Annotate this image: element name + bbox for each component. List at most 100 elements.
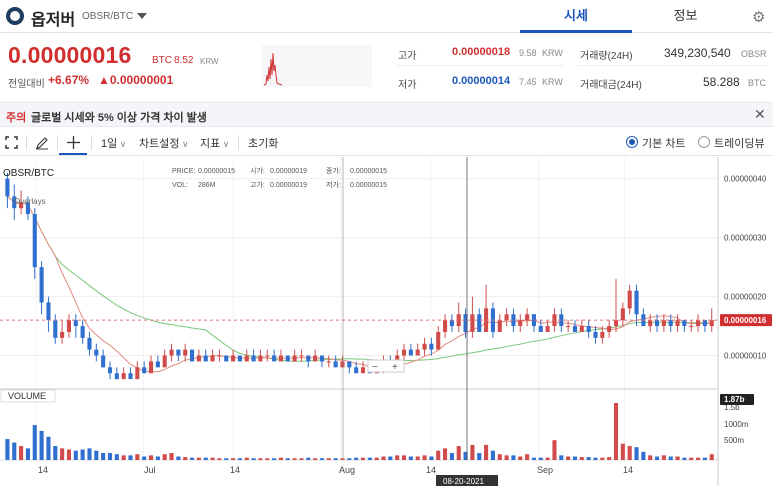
candle-body xyxy=(538,326,543,332)
volume-bar xyxy=(128,455,133,460)
amount-value: 58.288 xyxy=(703,75,740,89)
volume-bar xyxy=(224,458,229,460)
volume-bar xyxy=(675,456,680,460)
volume-bar xyxy=(148,455,154,460)
volume-bar xyxy=(135,454,140,460)
date-tick-label: 14 xyxy=(623,465,633,475)
chevron-down-icon[interactable] xyxy=(137,13,147,19)
candle-body xyxy=(189,349,195,362)
candle-body xyxy=(114,373,119,380)
moving-average-long xyxy=(7,195,712,362)
legend-item: 286M xyxy=(198,182,216,189)
candle-body xyxy=(237,355,242,362)
volume-bar xyxy=(504,455,509,460)
volume-bar xyxy=(401,455,407,460)
volume-bar xyxy=(388,456,393,460)
volume-bar xyxy=(299,458,304,460)
candle-body xyxy=(135,367,140,380)
candle-body xyxy=(244,355,249,362)
basic-chart-radio[interactable] xyxy=(626,136,638,148)
coin-name[interactable]: 옵저버 xyxy=(31,12,76,29)
candle-body xyxy=(333,361,338,368)
legend-item: 고가: xyxy=(250,180,265,189)
volume-bar xyxy=(463,451,468,460)
tradingview-radio[interactable] xyxy=(698,136,710,148)
volume-bar xyxy=(251,458,256,460)
notice-tag: 주의 xyxy=(6,112,27,124)
volume-bar xyxy=(360,457,366,460)
low-label: 저가 xyxy=(398,80,417,91)
chevron-down-icon: ∨ xyxy=(117,139,127,149)
volume-bar xyxy=(641,451,646,460)
candle-body xyxy=(101,355,106,368)
volume-bar xyxy=(634,447,639,460)
volume-bar xyxy=(613,403,619,460)
volume-bar xyxy=(429,456,434,460)
volume-bar xyxy=(545,457,550,460)
tab-quote[interactable]: 시세 xyxy=(520,0,632,33)
price-krw: 8.52 xyxy=(174,55,194,66)
volume-bar xyxy=(436,450,441,460)
crosshair-date-label: 08-20-2021 xyxy=(443,477,484,486)
volume-bar xyxy=(32,425,37,460)
legend-item: 0.00000019 xyxy=(270,168,307,175)
volume-bar xyxy=(19,446,24,460)
volume-bar xyxy=(278,457,283,460)
candle-body xyxy=(32,214,37,268)
candle-body xyxy=(347,361,352,368)
candle-body xyxy=(661,320,666,327)
coin-pair[interactable]: OBSR/BTC xyxy=(82,11,134,22)
candle-body xyxy=(142,367,147,374)
compare-label: 전일대비 xyxy=(8,79,45,90)
candle-body xyxy=(196,355,201,362)
zoom-out-icon: − xyxy=(372,362,378,373)
candle-body xyxy=(326,361,331,363)
candle-body xyxy=(586,326,591,332)
volume-bar xyxy=(87,448,92,460)
volume-bar xyxy=(244,457,249,460)
candle-body xyxy=(5,178,10,197)
crosshair-icon[interactable] xyxy=(66,135,81,150)
gear-icon[interactable]: ⚙ xyxy=(752,9,766,26)
candle-body xyxy=(278,355,283,362)
candle-body xyxy=(504,314,509,321)
price-chart[interactable]: 0.00000040 0.00000030 0.00000020 0.00000010… xyxy=(0,157,773,486)
volume-bar xyxy=(477,453,482,460)
interval-select[interactable]: 1일 ∨ xyxy=(101,135,126,151)
candle-body xyxy=(148,361,154,374)
reset-button[interactable]: 초기화 xyxy=(248,138,279,150)
candle-body xyxy=(80,326,85,338)
candle-body xyxy=(87,337,92,350)
candle-body xyxy=(613,320,619,327)
volume-bar xyxy=(189,457,195,460)
candle-body xyxy=(319,355,325,362)
close-icon[interactable]: ✕ xyxy=(754,106,766,122)
tradingview-label[interactable]: 트레이딩뷰 xyxy=(714,138,765,150)
volume-bar xyxy=(443,448,448,460)
candle-body xyxy=(443,320,448,332)
volume-bar xyxy=(80,449,85,460)
candle-body xyxy=(313,355,318,362)
volume-bar xyxy=(114,454,119,460)
tab-info[interactable]: 정보 xyxy=(673,8,698,23)
volume-bar xyxy=(566,456,571,460)
stats-divider xyxy=(578,65,768,66)
date-tick-label: Sep xyxy=(537,465,553,475)
volume-bar xyxy=(107,453,113,460)
basic-chart-label[interactable]: 기본 차트 xyxy=(642,138,686,150)
fullscreen-icon[interactable] xyxy=(5,136,18,149)
indicators-menu[interactable]: 지표 ∨ xyxy=(200,135,229,151)
volume-bar xyxy=(217,458,222,460)
candle-body xyxy=(169,349,174,356)
volume-bar xyxy=(46,436,51,460)
candle-body xyxy=(511,314,516,327)
volume-bar xyxy=(292,458,297,460)
candle-body xyxy=(162,355,167,368)
volume-bar xyxy=(183,457,188,460)
candle-body xyxy=(470,314,475,332)
pencil-icon[interactable] xyxy=(35,136,49,150)
candle-body xyxy=(12,196,17,209)
volume-bar xyxy=(689,457,694,460)
legend-item: 0.00000015 xyxy=(198,168,235,175)
chart-settings-menu[interactable]: 차트설정 ∨ xyxy=(139,135,189,151)
